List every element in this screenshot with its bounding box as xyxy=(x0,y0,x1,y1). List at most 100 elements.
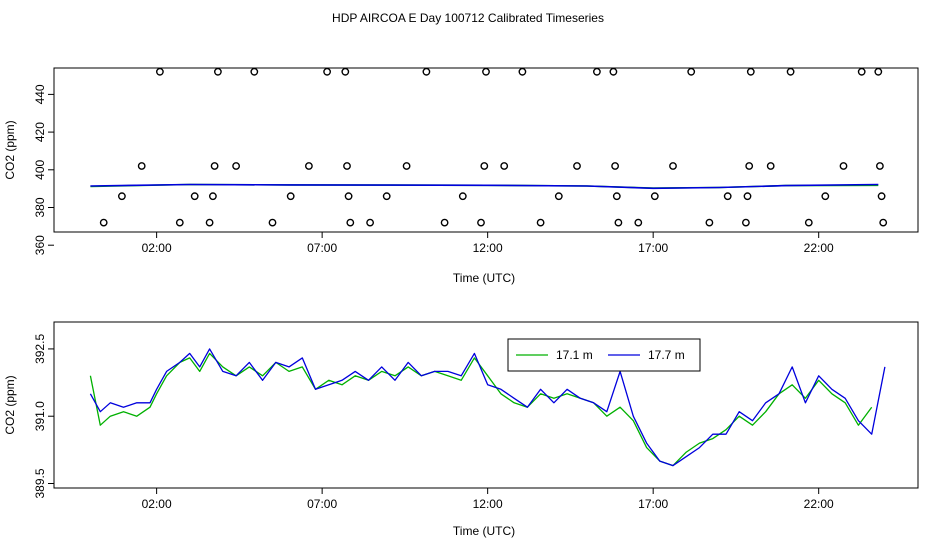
scatter-point xyxy=(343,162,351,170)
scatter-point xyxy=(804,218,813,227)
scatter-point xyxy=(344,192,353,201)
scatter-point xyxy=(458,192,467,201)
scatter-point xyxy=(612,192,621,201)
scatter-point xyxy=(440,218,449,227)
scatter-point xyxy=(857,67,866,76)
scatter-point xyxy=(382,192,391,201)
scatter-point xyxy=(573,162,581,170)
scatter-point xyxy=(268,218,277,227)
scatter-point xyxy=(190,192,199,201)
y-tick-label: 389.5 xyxy=(33,468,47,498)
x-axis-label-top: Time (UTC) xyxy=(453,271,515,285)
scatter-point xyxy=(705,218,714,227)
scatter-point xyxy=(876,162,884,170)
scatter-point xyxy=(518,67,527,76)
scatter-point xyxy=(304,162,313,170)
scatter-point xyxy=(250,67,259,76)
scatter-point xyxy=(536,218,545,227)
scatter-point xyxy=(609,67,618,76)
scatter-point xyxy=(877,192,886,201)
panel-top: 360 380 400 420 440 02:00 07:00 12:00 17:00 22:0… xyxy=(3,67,919,285)
scatter-point xyxy=(746,67,755,76)
scatter-point xyxy=(723,192,732,201)
scatter-point xyxy=(323,67,331,76)
scatter-point xyxy=(99,218,108,227)
scatter-point xyxy=(786,67,795,76)
scatter-point xyxy=(839,162,848,170)
scatter-point xyxy=(482,67,490,76)
x-tick-label: 12:00 xyxy=(473,497,503,511)
scatter-point xyxy=(210,162,219,170)
scatter-point xyxy=(175,218,184,227)
scatter-point xyxy=(650,192,659,201)
x-tick-label: 22:00 xyxy=(804,497,834,511)
scatter-point xyxy=(155,67,164,76)
scatter-points-top xyxy=(99,67,888,227)
scatter-point xyxy=(593,67,601,76)
y-tick-label: 380 xyxy=(33,197,47,217)
y-tick-label: 400 xyxy=(33,159,47,179)
series-line-17-1-m xyxy=(89,352,873,467)
scatter-point xyxy=(874,67,883,76)
y-tick-label: 360 xyxy=(33,235,47,255)
scatter-point xyxy=(634,218,643,227)
x-tick-label: 12:00 xyxy=(473,241,503,255)
plot-frame-bottom xyxy=(53,321,919,489)
legend: 17.1 m 17.7 m xyxy=(507,338,701,372)
x-tick-label: 07:00 xyxy=(307,241,337,255)
scatter-point xyxy=(614,218,623,227)
panel-bottom: 389.5 391.0 392.5 02:00 07:00 12:00 17:00 22:0… xyxy=(3,321,919,538)
plot-frame-top xyxy=(53,67,919,233)
scatter-point xyxy=(611,162,619,170)
y-tick-label: 440 xyxy=(33,84,47,104)
scatter-point xyxy=(821,192,830,201)
scatter-point xyxy=(742,218,750,227)
x-axis-bottom: 02:00 07:00 12:00 17:00 22:00 xyxy=(142,488,834,511)
scatter-point xyxy=(480,162,489,170)
x-tick-label: 02:00 xyxy=(142,241,172,255)
scatter-point xyxy=(669,162,677,170)
scatter-point xyxy=(500,162,509,170)
figure-title: HDP AIRCOA E Day 100712 Calibrated Times… xyxy=(332,11,604,25)
series-lines-bottom xyxy=(89,348,886,467)
scatter-point xyxy=(205,218,214,227)
scatter-point xyxy=(213,67,222,76)
scatter-point xyxy=(477,218,485,227)
series-line-17-7-m xyxy=(89,348,886,467)
scatter-point xyxy=(687,67,696,76)
legend-label-17-1m: 17.1 m xyxy=(556,348,593,362)
scatter-point xyxy=(208,192,217,201)
scatter-point xyxy=(402,162,411,170)
scatter-point xyxy=(745,162,754,170)
scatter-point xyxy=(232,162,241,170)
x-axis-top: 02:00 07:00 12:00 17:00 22:00 xyxy=(142,232,834,255)
y-tick-label: 391.0 xyxy=(33,401,47,431)
scatter-point xyxy=(554,192,563,201)
scatter-point xyxy=(341,67,350,76)
y-axis-bottom: 389.5 391.0 392.5 xyxy=(33,334,54,499)
scatter-point xyxy=(137,162,146,170)
legend-label-17-7m: 17.7 m xyxy=(648,348,685,362)
scatter-point xyxy=(366,218,374,227)
x-tick-label: 17:00 xyxy=(638,241,668,255)
x-tick-label: 17:00 xyxy=(638,497,668,511)
scatter-point xyxy=(422,67,431,76)
y-axis-label-top: CO2 (ppm) xyxy=(3,120,17,179)
series-lines-top xyxy=(90,183,879,190)
scatter-point xyxy=(346,218,355,227)
scatter-point xyxy=(286,192,295,201)
x-tick-label: 07:00 xyxy=(307,497,337,511)
scatter-point xyxy=(743,192,752,201)
x-tick-label: 22:00 xyxy=(804,241,834,255)
y-tick-label: 392.5 xyxy=(33,334,47,364)
x-axis-label-bottom: Time (UTC) xyxy=(453,524,515,538)
x-tick-label: 02:00 xyxy=(142,497,172,511)
y-axis-label-bottom: CO2 (ppm) xyxy=(3,375,17,434)
y-tick-label: 420 xyxy=(33,122,47,142)
series-line-17-7-m xyxy=(90,183,879,190)
y-axis-top: 360 380 400 420 440 xyxy=(33,84,54,255)
scatter-point xyxy=(879,218,888,227)
scatter-point xyxy=(118,192,126,201)
scatter-point xyxy=(766,162,775,170)
